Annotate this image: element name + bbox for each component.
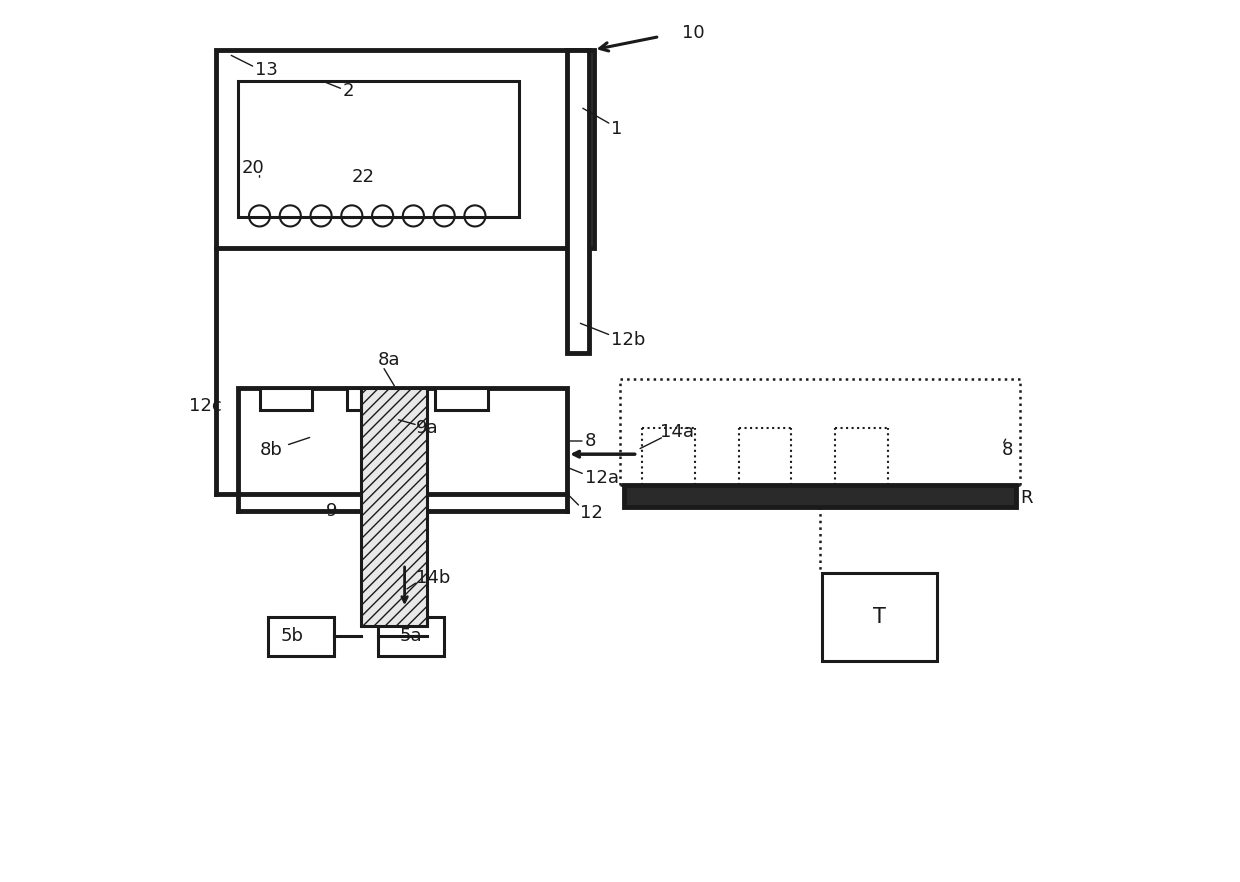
- Text: 8b: 8b: [259, 441, 283, 459]
- Polygon shape: [361, 388, 427, 625]
- Text: 1: 1: [611, 120, 622, 138]
- Text: 14b: 14b: [417, 569, 450, 587]
- Polygon shape: [435, 388, 489, 410]
- Text: 5a: 5a: [399, 627, 423, 646]
- Text: 12b: 12b: [611, 331, 646, 349]
- Text: 10: 10: [682, 24, 704, 42]
- Polygon shape: [216, 49, 594, 248]
- Polygon shape: [567, 49, 589, 353]
- Text: 12: 12: [580, 505, 604, 522]
- Polygon shape: [347, 388, 401, 410]
- Text: T: T: [873, 607, 885, 627]
- Text: 22: 22: [352, 168, 374, 186]
- Text: 2: 2: [343, 82, 355, 100]
- Text: 12a: 12a: [585, 469, 619, 487]
- Text: 9: 9: [325, 503, 337, 520]
- Polygon shape: [268, 617, 335, 656]
- Text: 14a: 14a: [660, 423, 693, 441]
- Text: 8: 8: [1002, 441, 1013, 459]
- Polygon shape: [259, 388, 312, 410]
- Text: 5b: 5b: [281, 627, 304, 646]
- Text: 8a: 8a: [378, 351, 401, 369]
- Polygon shape: [625, 485, 1016, 507]
- Text: 9a: 9a: [417, 419, 439, 437]
- Text: 8: 8: [585, 432, 596, 450]
- Text: R: R: [1021, 490, 1033, 507]
- Polygon shape: [822, 573, 936, 661]
- Polygon shape: [238, 388, 567, 494]
- Text: 20: 20: [242, 160, 264, 177]
- Text: 12c: 12c: [190, 397, 222, 415]
- Polygon shape: [238, 80, 518, 217]
- Text: 13: 13: [255, 61, 278, 79]
- Polygon shape: [378, 617, 444, 656]
